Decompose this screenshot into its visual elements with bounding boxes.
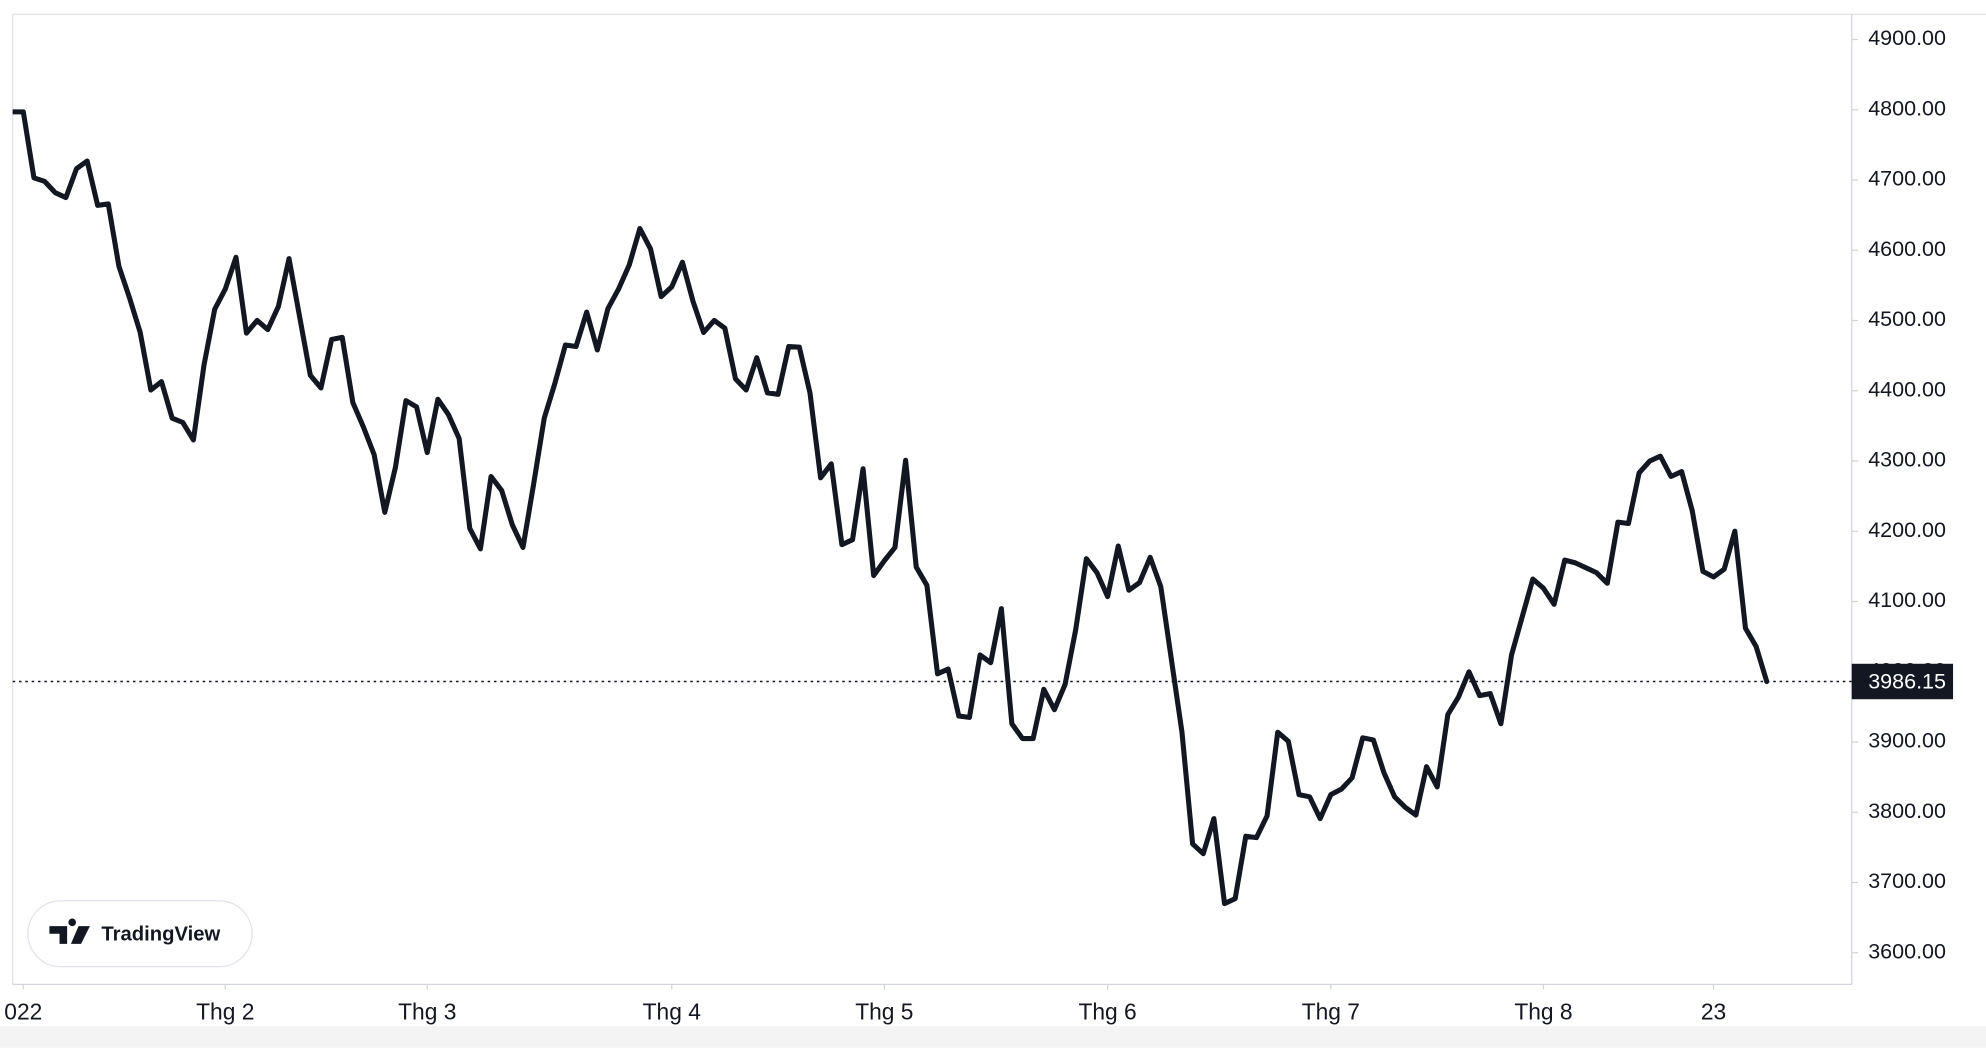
- logo-icon: [49, 918, 90, 944]
- watermark-badge[interactable]: [27, 900, 253, 968]
- x-tick-label: Thg 4: [643, 999, 701, 1025]
- price-label: 3986.15: [1868, 669, 1946, 693]
- price-label-box: [1851, 663, 1954, 700]
- y-tick-label: 4800.00: [1868, 96, 1946, 120]
- y-tick-label: 3600.00: [1868, 939, 1946, 963]
- y-tick-label: 4300.00: [1868, 448, 1946, 472]
- watermark-text: TradingView: [101, 923, 220, 945]
- y-tick-label: 4100.00: [1868, 588, 1946, 612]
- x-tick-label: Thg 8: [1514, 999, 1572, 1025]
- footer-band: [0, 1026, 1986, 1048]
- price-series: [12, 109, 1770, 907]
- y-tick-label: 4600.00: [1868, 237, 1946, 261]
- x-tick-label: Thg 3: [398, 999, 456, 1025]
- x-tick-label: 022: [4, 999, 42, 1025]
- y-tick-label: 4200.00: [1868, 518, 1946, 542]
- y-tick-label: 4400.00: [1868, 377, 1946, 401]
- y-tick-label: 4900.00: [1868, 26, 1946, 50]
- x-tick-label: 23: [1701, 999, 1726, 1025]
- y-tick-label: 4700.00: [1868, 167, 1946, 191]
- y-tick-label: 3900.00: [1868, 729, 1946, 753]
- x-tick-label: Thg 5: [855, 999, 913, 1025]
- x-tick-label: Thg 7: [1302, 999, 1360, 1025]
- plot-area: [12, 109, 1852, 907]
- x-tick-label: Thg 6: [1078, 999, 1136, 1025]
- y-tick-label: 4500.00: [1868, 307, 1946, 331]
- x-tick-label: Thg 2: [196, 999, 254, 1025]
- watermark[interactable]: TradingView: [27, 900, 253, 968]
- y-tick-label: 3800.00: [1868, 799, 1946, 823]
- y-tick-label: 3700.00: [1868, 869, 1946, 893]
